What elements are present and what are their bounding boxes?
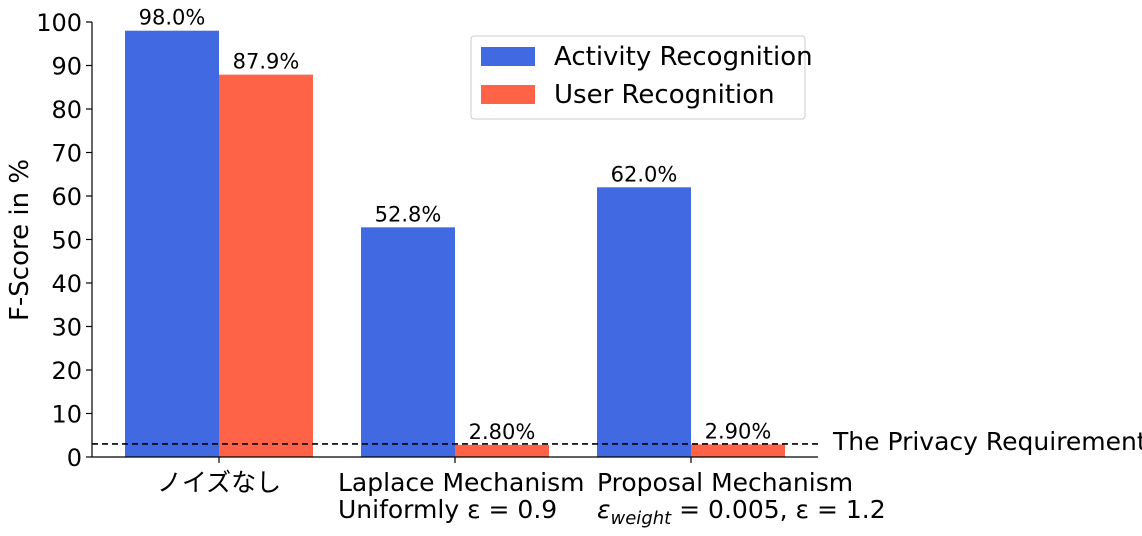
bar-user-0 <box>219 74 313 457</box>
y-tick-label: 20 <box>51 357 82 385</box>
y-tick-label: 30 <box>51 314 82 342</box>
bar-user-2 <box>691 444 785 457</box>
bars-group <box>125 30 785 458</box>
legend: Activity Recognition User Recognition <box>470 35 813 120</box>
y-axis-label: F-Score in % <box>5 159 35 321</box>
bar-value-label: 98.0% <box>139 6 206 30</box>
legend-entry: User Recognition <box>554 80 775 110</box>
bar-labels-group: 98.0% 52.8% 62.0% 87.9% 2.80% 2.90% <box>139 6 772 444</box>
x-category-label-line2: εweight = 0.005, ε = 1.2 <box>597 495 886 529</box>
bar-value-label: 87.9% <box>233 50 300 74</box>
bar-value-label: 2.90% <box>705 419 772 443</box>
legend-swatch <box>481 85 535 104</box>
y-tick-label: 50 <box>51 227 82 255</box>
y-tick-label: 90 <box>51 53 82 81</box>
y-tick-label: 80 <box>51 96 82 124</box>
bar-activity-1 <box>361 227 455 457</box>
legend-swatch <box>481 47 535 66</box>
y-tick-label: 60 <box>51 183 82 211</box>
bar-activity-0 <box>125 30 219 457</box>
y-tick-label: 0 <box>67 444 82 472</box>
privacy-requirement-label: The Privacy Requirement <box>832 427 1142 456</box>
bar-value-label: 2.80% <box>469 420 536 444</box>
y-tick-label: 100 <box>36 9 82 37</box>
privacy-requirement-line-group: The Privacy Requirement <box>92 427 1142 456</box>
bar-activity-2 <box>597 187 691 458</box>
bar-value-label: 52.8% <box>375 202 442 226</box>
x-category-label-line2: Uniformly ε = 0.9 <box>338 495 557 524</box>
y-tick-label: 40 <box>51 270 82 298</box>
bar-value-label: 62.0% <box>611 162 678 186</box>
x-category-label: ノイズなし <box>157 468 281 497</box>
y-ticks-group: 0 10 20 30 40 50 60 70 80 90 100 <box>36 9 92 472</box>
y-tick-label: 70 <box>51 140 82 168</box>
legend-box <box>470 35 806 120</box>
y-tick-label: 10 <box>51 401 82 429</box>
x-category-label: Laplace Mechanism <box>338 468 584 497</box>
x-category-label: Proposal Mechanism <box>597 468 853 497</box>
legend-entry: Activity Recognition <box>554 42 813 72</box>
bar-user-1 <box>455 444 549 457</box>
